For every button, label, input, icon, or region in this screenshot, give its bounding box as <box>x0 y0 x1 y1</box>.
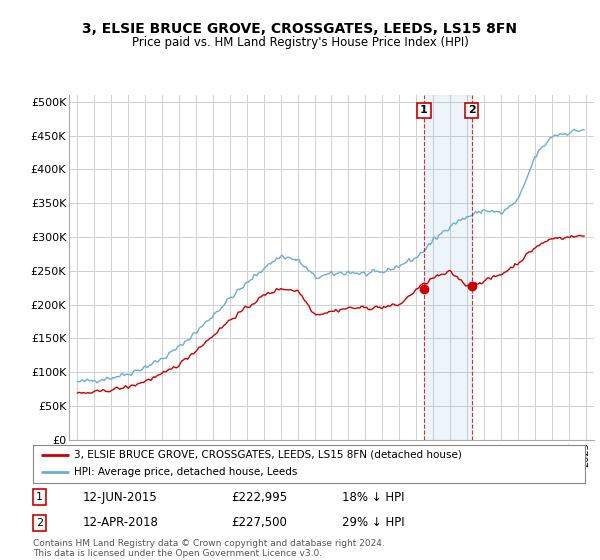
Text: 18% ↓ HPI: 18% ↓ HPI <box>342 491 404 504</box>
Text: HPI: Average price, detached house, Leeds: HPI: Average price, detached house, Leed… <box>74 468 298 478</box>
Text: 3, ELSIE BRUCE GROVE, CROSSGATES, LEEDS, LS15 8FN: 3, ELSIE BRUCE GROVE, CROSSGATES, LEEDS,… <box>83 22 517 36</box>
Text: 12-JUN-2015: 12-JUN-2015 <box>83 491 157 504</box>
Bar <box>424 95 472 440</box>
Text: 29% ↓ HPI: 29% ↓ HPI <box>342 516 405 529</box>
Text: 3, ELSIE BRUCE GROVE, CROSSGATES, LEEDS, LS15 8FN (detached house): 3, ELSIE BRUCE GROVE, CROSSGATES, LEEDS,… <box>74 450 462 460</box>
Text: Contains HM Land Registry data © Crown copyright and database right 2024.
This d: Contains HM Land Registry data © Crown c… <box>33 539 385 558</box>
Text: 2: 2 <box>468 105 476 115</box>
Text: 12-APR-2018: 12-APR-2018 <box>83 516 158 529</box>
Text: £222,995: £222,995 <box>232 491 288 504</box>
Text: 1: 1 <box>420 105 428 115</box>
Text: £227,500: £227,500 <box>232 516 287 529</box>
Text: Price paid vs. HM Land Registry's House Price Index (HPI): Price paid vs. HM Land Registry's House … <box>131 36 469 49</box>
Text: 2: 2 <box>36 518 43 528</box>
Text: 1: 1 <box>36 492 43 502</box>
